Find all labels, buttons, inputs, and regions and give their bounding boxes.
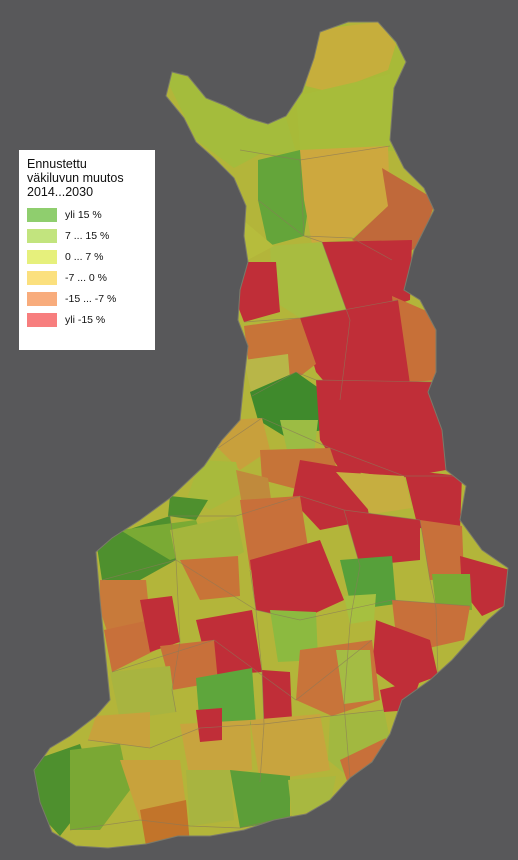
region-lohja (186, 770, 234, 826)
region-utsjoki (306, 22, 396, 92)
region-fills (34, 22, 508, 846)
legend-label: -15 ... -7 % (65, 293, 117, 305)
region-tornio (234, 262, 280, 322)
region-hameenlinna (180, 720, 252, 780)
legend-swatch (27, 271, 57, 285)
legend-item-yli-minus15: yli -15 % (27, 312, 147, 328)
region-lieksa (460, 556, 508, 616)
legend-label: 7 ... 15 % (65, 230, 110, 242)
region-kauhajoki (140, 596, 180, 652)
map-legend: Ennustettu väkiluvun muutos 2014...2030 … (19, 150, 155, 350)
legend-swatch (27, 313, 57, 327)
region-kuhmo (404, 470, 462, 530)
legend-swatch (27, 292, 57, 306)
region-joensuu (432, 574, 472, 610)
region-ii (244, 354, 290, 396)
region-pori (110, 666, 176, 720)
legend-title-line-2: väkiluvun muutos (27, 171, 124, 185)
region-rauma (88, 712, 150, 748)
legend-swatch (27, 229, 57, 243)
region-iisalmi (344, 510, 420, 566)
region-kokkola (188, 460, 244, 510)
municipality-borders (69, 145, 471, 831)
region-salla (352, 168, 436, 260)
legend-title: Ennustettu väkiluvun muutos 2014...2030 (27, 157, 147, 199)
region-jyvaskyla (270, 610, 318, 662)
legend-title-line-1: Ennustettu (27, 157, 87, 171)
region-forssa (196, 708, 222, 742)
region-turku (70, 744, 130, 830)
legend-label: -7 ... 0 % (65, 272, 108, 284)
region-heinola (336, 650, 374, 704)
legend-label: yli -15 % (65, 314, 106, 326)
legend-item-7-15: 7 ... 15 % (27, 228, 147, 244)
legend-swatch (27, 250, 57, 264)
legend-item-minus7-0: -7 ... 0 % (27, 270, 147, 286)
region-seinajoki (170, 516, 244, 570)
region-sotkamo (336, 472, 412, 514)
legend-item-0-7: 0 ... 7 % (27, 249, 147, 265)
region-posio (300, 300, 410, 400)
legend-label: yli 15 % (65, 209, 102, 221)
region-kemijarvi (322, 240, 412, 320)
legend-title-line-3: 2014...2030 (27, 185, 94, 199)
region-enontekio (160, 66, 296, 168)
region-central-finland (250, 540, 344, 620)
region-kempele (280, 420, 318, 454)
region-helsinki-metro (230, 770, 290, 828)
region-raahe (218, 418, 270, 470)
region-kittila (258, 150, 312, 246)
region-inari (296, 74, 390, 160)
region-sodankyla (300, 146, 390, 244)
region-savonlinna (372, 620, 438, 690)
region-joensuu-north (420, 520, 464, 580)
region-parkano (262, 670, 292, 724)
region-lahti (250, 714, 330, 782)
legend-item-yli-15: yli 15 % (27, 207, 147, 223)
legend-swatch (27, 208, 57, 222)
region-kainuu (316, 380, 446, 478)
legend-item-minus15-minus7: -15 ... -7 % (27, 291, 147, 307)
legend-label: 0 ... 7 % (65, 251, 104, 263)
region-kristiinankaupunki (104, 620, 156, 672)
region-pietarsaari (168, 496, 208, 520)
region-alavus (180, 556, 240, 600)
region-kuopio (344, 594, 376, 624)
